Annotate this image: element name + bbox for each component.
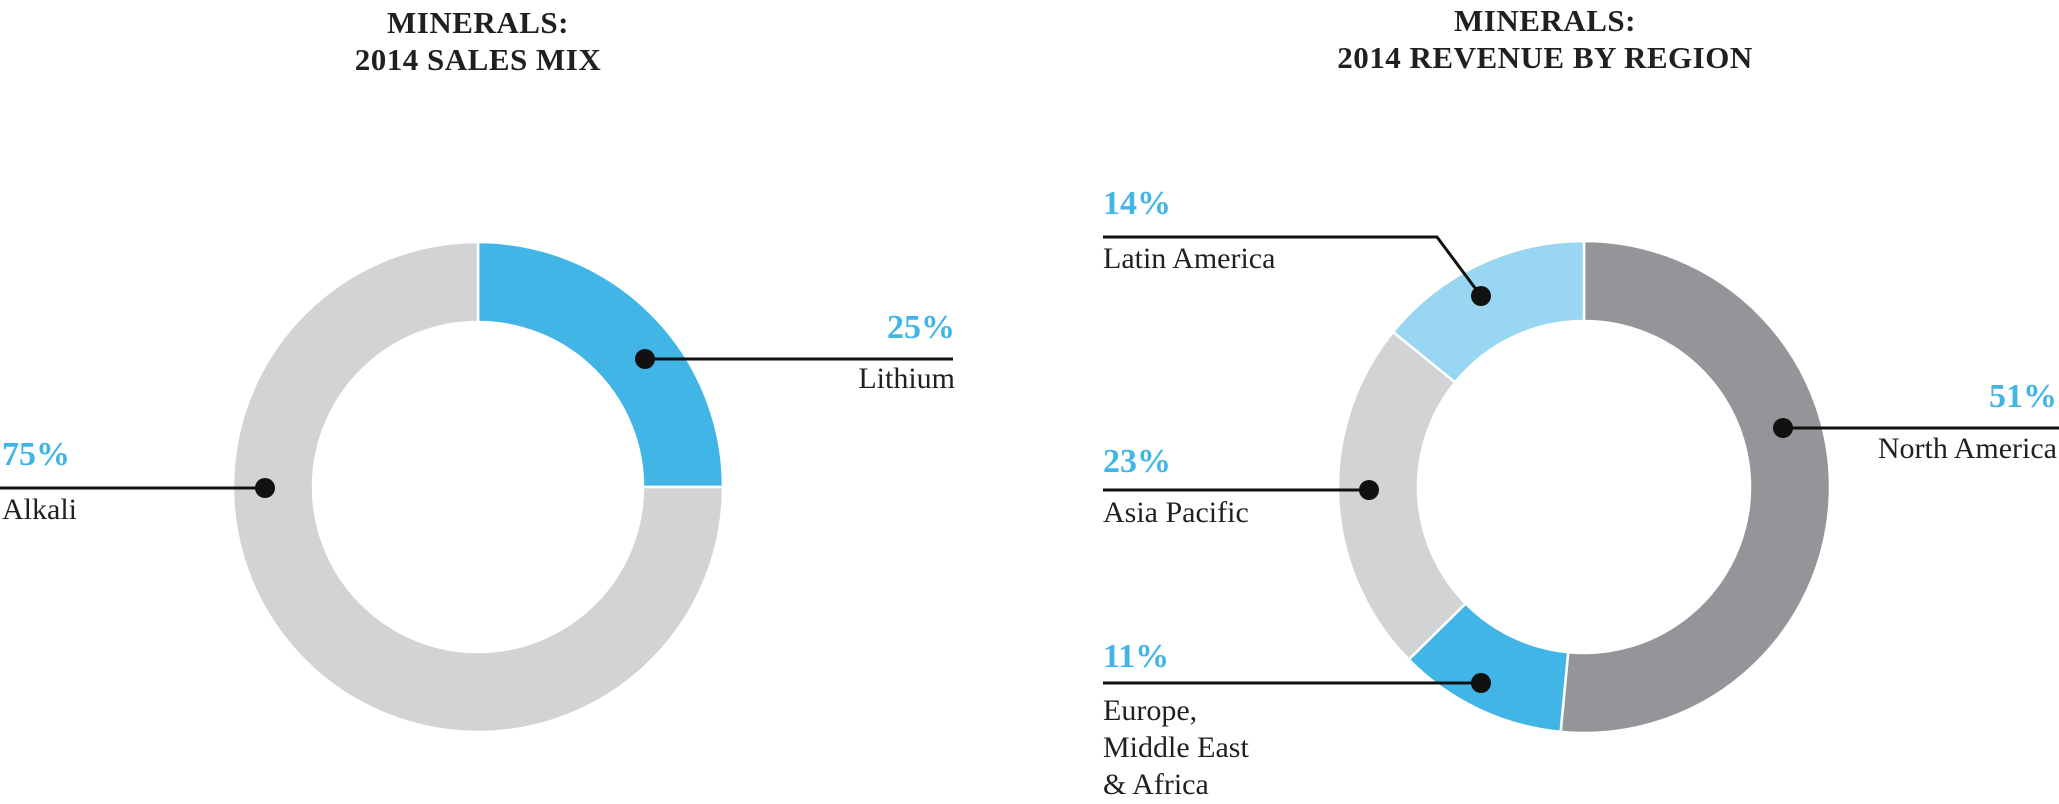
- alkali-pct-label: 75%: [2, 436, 70, 473]
- callout-dot: [635, 349, 655, 369]
- left-chart-title-line1: MINERALS:: [387, 5, 569, 40]
- donut-segment-lithium: [476, 240, 725, 489]
- callout-dot: [1471, 673, 1491, 693]
- asia-pacific-label: Asia Pacific: [1103, 496, 1249, 529]
- left-chart-title-line2: 2014 SALES MIX: [354, 42, 602, 77]
- left-chart-title: MINERALS: 2014 SALES MIX: [238, 4, 718, 78]
- callout-dot: [1359, 480, 1379, 500]
- donut-segment-north-america: [1559, 239, 1832, 735]
- right-chart-title-line2: 2014 REVENUE BY REGION: [1337, 40, 1753, 75]
- latin-america-label: Latin America: [1103, 242, 1276, 275]
- emea-label-line3: & Africa: [1103, 768, 1209, 801]
- asia-pacific-pct-label: 23%: [1103, 443, 1171, 480]
- callout-dot: [1471, 286, 1491, 306]
- emea-label-line1: Europe,: [1103, 694, 1198, 727]
- lithium-pct-label: 25%: [887, 309, 955, 346]
- callout-line: [1103, 235, 1483, 297]
- alkali-label: Alkali: [2, 493, 77, 526]
- donut-segment-asia-pacific: [1336, 330, 1468, 662]
- emea-pct-label: 11%: [1103, 638, 1170, 675]
- latin-america-pct-label: 14%: [1103, 185, 1171, 222]
- emea-label: Europe, Middle East & Africa: [1103, 692, 1249, 803]
- right-chart-title-line1: MINERALS:: [1454, 3, 1636, 38]
- right-chart-title: MINERALS: 2014 REVENUE BY REGION: [1245, 2, 1845, 76]
- north-america-label: North America: [1877, 432, 2057, 465]
- emea-label-line2: Middle East: [1103, 731, 1249, 764]
- lithium-label: Lithium: [858, 362, 955, 395]
- callout-dot: [1773, 418, 1793, 438]
- callout-dot: [255, 478, 275, 498]
- donut-segment-alkali: [231, 240, 725, 734]
- north-america-pct-label: 51%: [1989, 378, 2057, 415]
- donut-segment-latin-america: [1391, 239, 1586, 385]
